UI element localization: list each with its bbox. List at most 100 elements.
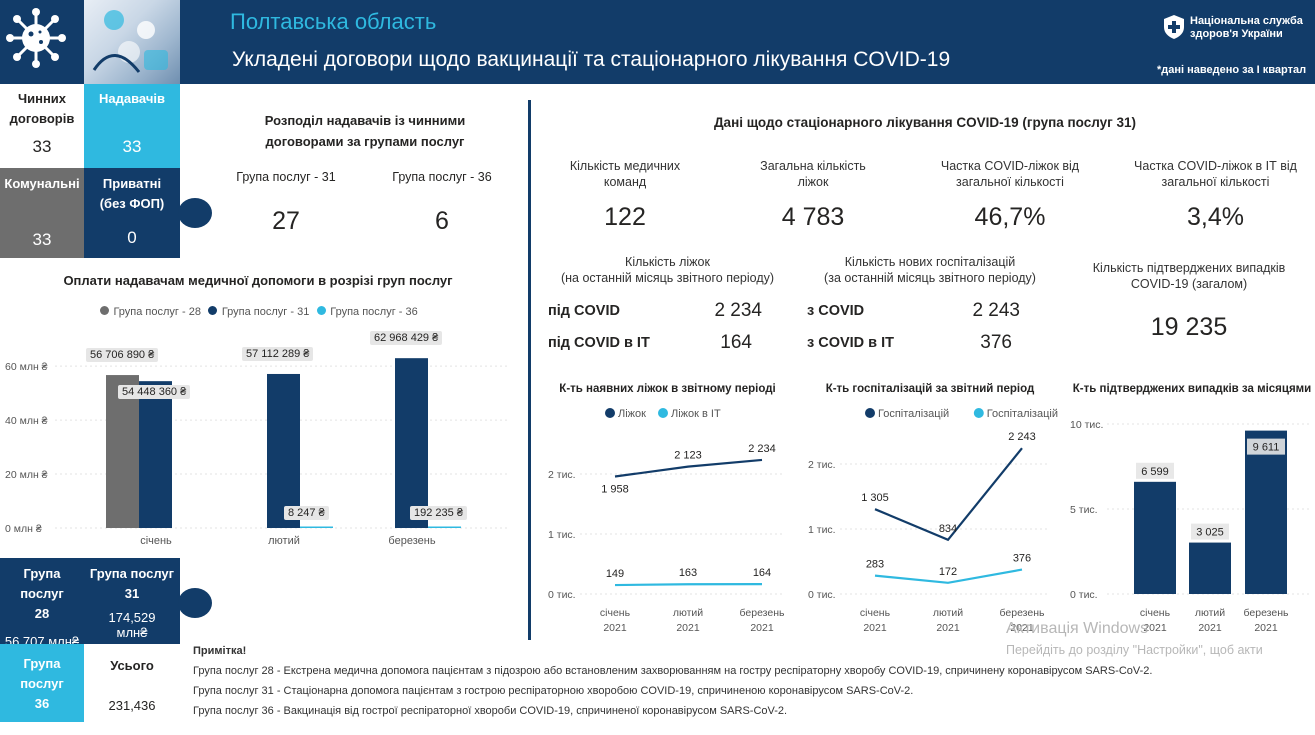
x-tick: березень bbox=[1000, 607, 1046, 619]
active-contracts-label: Чинних bbox=[17, 91, 67, 106]
private-label: Приватні bbox=[102, 176, 162, 191]
virus-icon bbox=[6, 8, 66, 68]
x-tick: січень bbox=[860, 607, 891, 619]
nszu-org-name: Національна служба здоров'я України bbox=[1190, 15, 1303, 41]
cases-x-tick: лютий bbox=[1195, 607, 1225, 619]
beds-covid-label: під COVID bbox=[548, 303, 620, 319]
g31-label: Група послуг - 31 bbox=[236, 170, 336, 184]
cases-y-tick: 0 тис. bbox=[1070, 589, 1098, 601]
cases-bar bbox=[1245, 430, 1287, 594]
beds-last-month-title-line1: Кількість ліжок bbox=[625, 255, 710, 269]
kpi-beds-label-line2: ліжок bbox=[797, 175, 829, 189]
beds-it-label: під COVID в ІТ bbox=[548, 335, 650, 351]
data-label: 2 243 bbox=[1008, 431, 1036, 443]
payments-legend: Група послуг - 28 Група послуг - 31 Груп… bbox=[100, 302, 418, 320]
label-mar-31: 62 968 429 ₴ bbox=[370, 331, 443, 345]
beds-covid-value: 2 234 bbox=[714, 300, 762, 321]
cases-x-tick: березень bbox=[1244, 607, 1290, 619]
data-label: 164 bbox=[753, 567, 771, 579]
puzzle-knob-bottom bbox=[178, 588, 212, 618]
kpi-teams-label: Кількість медичних команд bbox=[545, 158, 705, 190]
g36-label: Група послуг - 36 bbox=[392, 170, 492, 184]
cases-x-tick: січень bbox=[1140, 607, 1171, 619]
y-tick: 1 тис. bbox=[808, 524, 836, 536]
legend-dot-31 bbox=[208, 306, 218, 315]
communal-value: 33 bbox=[32, 230, 52, 249]
g36-tile-num: 36 bbox=[34, 696, 50, 711]
y-tick: 2 тис. bbox=[548, 469, 576, 481]
cases-x-tick: 2021 bbox=[1198, 622, 1222, 634]
legend-dot bbox=[605, 408, 615, 418]
label-jan-31: 54 448 360 ₴ bbox=[118, 385, 191, 399]
data-label: 834 bbox=[939, 523, 957, 535]
cases-label-bg bbox=[1247, 438, 1285, 455]
x-tick: 2021 bbox=[1010, 622, 1034, 634]
series-line bbox=[614, 458, 763, 478]
kpi-covid-share-label: Частка COVID-ліжок від загальної кількос… bbox=[920, 158, 1100, 190]
payments-bar bbox=[267, 373, 300, 528]
kpi-beds-value: 4 783 bbox=[781, 203, 845, 231]
legend-31: Група послуг - 31 bbox=[221, 306, 310, 318]
notes-heading: Примітка! bbox=[193, 645, 247, 657]
g28-tile-label: Група послуг bbox=[20, 566, 64, 601]
doctor-photo bbox=[84, 0, 180, 84]
section-divider bbox=[528, 100, 531, 640]
x-tick: січень bbox=[600, 607, 631, 619]
payments-bar bbox=[395, 358, 428, 528]
payments-chart: 0 млн ₴ 20 млн ₴ 40 млн ₴ 60 млн ₴ січень лют… bbox=[0, 330, 520, 550]
data-label: 1 305 bbox=[861, 492, 889, 504]
total-tile-value: 231,436 bbox=[108, 698, 156, 713]
payments-y-tick: 40 млн ₴ bbox=[5, 415, 48, 427]
label-jan-28: 56 706 890 ₴ bbox=[86, 348, 159, 362]
org-name-line2: здоров'я України bbox=[1190, 28, 1283, 40]
kpi-teams-value: 122 bbox=[604, 203, 646, 231]
cases-x-tick: 2021 bbox=[1254, 622, 1278, 634]
g28-tile-num: 28 bbox=[34, 606, 50, 621]
beds-line-chart: К-ть наявних ліжок в звітному періоді Ліж… bbox=[540, 378, 795, 638]
legend-28: Група послуг - 28 bbox=[113, 306, 201, 318]
g28-total-tile: Група послуг 28 56,707 млн₴ bbox=[0, 558, 84, 649]
g31-tile-num: 31 bbox=[124, 586, 140, 601]
private-value: 0 bbox=[127, 228, 137, 247]
cases-y-tick: 5 тис. bbox=[1070, 504, 1098, 516]
cases-bar-chart-svg: К-ть підтверджених випадків за місяцями 0… bbox=[1070, 383, 1311, 634]
cases-label-bg bbox=[1136, 462, 1174, 479]
series-line bbox=[874, 447, 1023, 542]
payments-y-tick: 0 млн ₴ bbox=[5, 523, 42, 535]
cases-label-bg bbox=[1191, 523, 1229, 540]
y-tick: 1 тис. bbox=[548, 529, 576, 541]
note-g28: Група послуг 28 - Екстрена медична допом… bbox=[193, 665, 1153, 677]
kpi-beds-label-line1: Загальна кількість bbox=[760, 159, 866, 173]
hosp-it-value: 376 bbox=[980, 332, 1012, 353]
x-tick: 2021 bbox=[936, 622, 960, 634]
region-title: Полтавська область bbox=[230, 9, 437, 34]
hosp-last-month-title-line1: Кількість нових госпіталізацій bbox=[844, 255, 1016, 269]
y-tick: 2 тис. bbox=[808, 459, 836, 471]
total-tile: Усього 231,436 bbox=[84, 644, 180, 722]
payments-y-tick: 20 млн ₴ bbox=[5, 469, 48, 481]
payments-x-tick: лютий bbox=[268, 535, 300, 547]
cases-total-title-line2: COVID-19 (загалом) bbox=[1130, 277, 1248, 291]
cases-total-title-line1: Кількість підтверджених випадків bbox=[1092, 261, 1286, 275]
org-name-line1: Національна служба bbox=[1190, 15, 1303, 27]
beds-last-month-title-line2: (на останній місяць звітного періоду) bbox=[560, 271, 775, 285]
shield-cross-icon bbox=[1164, 15, 1184, 39]
providers-value: 33 bbox=[122, 137, 142, 156]
legend-label: Ліжок в ІТ bbox=[671, 408, 721, 420]
x-tick: 2021 bbox=[676, 622, 700, 634]
payments-chart-svg: 0 млн ₴ 20 млн ₴ 40 млн ₴ 60 млн ₴ січень лют… bbox=[5, 358, 510, 547]
cases-y-tick: 10 тис. bbox=[1070, 419, 1103, 431]
x-tick: 2021 bbox=[750, 622, 774, 634]
g36-count: 6 bbox=[435, 207, 449, 235]
g31-tile-label: Група послуг bbox=[89, 566, 175, 581]
hosp-last-month-title-line2: (за останній місяць звітного періоду) bbox=[824, 271, 1036, 285]
legend-dot-36 bbox=[316, 306, 326, 315]
hosp-it-label: з COVID в ІТ bbox=[807, 335, 895, 351]
beds-chart-title: К-ть наявних ліжок в звітному періоді bbox=[559, 383, 775, 395]
windows-activation-hint: Перейдіть до розділу "Настройки", щоб ак… bbox=[1006, 643, 1263, 657]
private-tile: Приватні (без ФОП) 0 bbox=[84, 168, 180, 258]
beds-it-value: 164 bbox=[720, 332, 752, 353]
communal-label: Комунальні bbox=[4, 176, 80, 191]
data-label: 2 123 bbox=[674, 450, 702, 462]
hosp-last-month-title: Кількість нових госпіталізацій (за остан… bbox=[805, 254, 1055, 286]
